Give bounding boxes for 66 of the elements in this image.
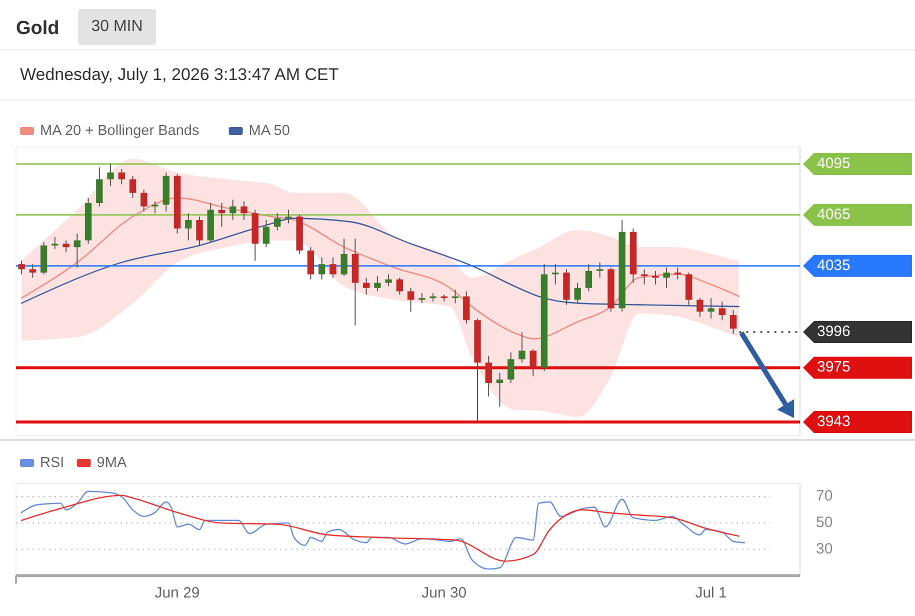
candlestick — [418, 292, 426, 304]
candlestick — [318, 256, 326, 280]
candlestick — [730, 309, 737, 334]
candlestick — [663, 267, 670, 288]
candlestick — [518, 332, 526, 364]
candlestick — [285, 209, 292, 224]
y-tick-label: 50 — [816, 514, 833, 531]
candlestick — [62, 240, 70, 253]
candlestick — [574, 282, 581, 304]
candlestick — [29, 264, 36, 278]
candlestick — [508, 352, 514, 384]
legend-label: MA 20 + Bollinger Bands — [40, 122, 200, 139]
x-tick-label: Jul 1 — [695, 584, 727, 602]
candlestick — [596, 262, 604, 278]
ref-line-label: 4065 — [817, 206, 850, 223]
candlestick — [185, 212, 192, 241]
candlestick — [307, 246, 314, 280]
line-series — [20, 494, 740, 562]
candlestick — [652, 270, 659, 286]
candlestick — [407, 287, 414, 312]
candlestick — [374, 276, 381, 292]
candlestick — [152, 200, 158, 214]
legend-label: 9MA — [96, 454, 127, 471]
chart-title: Gold — [16, 18, 60, 39]
candlestick — [340, 238, 348, 277]
candlestick — [96, 166, 103, 207]
candlestick — [696, 298, 704, 318]
candlestick — [385, 274, 392, 287]
candlestick — [230, 199, 236, 220]
text: 30 MIN — [91, 18, 143, 36]
candlestick — [585, 264, 592, 292]
candlestick — [496, 372, 504, 408]
candlestick — [107, 163, 114, 187]
x-tick-label: Jun 29 — [154, 584, 200, 602]
candlestick — [396, 277, 403, 296]
candlestick — [485, 355, 492, 398]
ref-line-label: 4035 — [817, 256, 850, 274]
candlestick — [674, 267, 682, 280]
candlestick — [262, 220, 270, 248]
candlestick — [129, 175, 136, 198]
candlestick — [118, 168, 125, 185]
candlestick — [463, 290, 470, 324]
candlestick — [196, 216, 203, 246]
line-series — [20, 490, 746, 570]
legend-label: RSI — [40, 454, 64, 471]
candlestick — [718, 300, 726, 321]
ref-line-label: 3996 — [817, 323, 850, 340]
candlestick — [18, 260, 25, 275]
ref-line-label: 3943 — [817, 412, 850, 430]
candlestick — [530, 348, 536, 377]
candlestick — [240, 200, 248, 220]
candlestick — [362, 277, 370, 296]
candlestick — [552, 264, 559, 286]
chart-subtitle: Wednesday, July 1, 2026 3:13:47 AM CET — [20, 65, 339, 84]
candlestick — [140, 188, 148, 212]
candlestick — [52, 236, 58, 250]
x-tick-label: Jun 30 — [422, 584, 467, 602]
y-tick-label: 70 — [816, 488, 833, 505]
ref-line-label: 4095 — [817, 154, 850, 172]
legend-label: MA 50 — [248, 122, 290, 139]
y-tick-label: 30 — [816, 540, 833, 558]
candlestick — [74, 233, 80, 268]
candlestick — [330, 256, 336, 278]
candlestick — [274, 212, 281, 231]
candlestick — [708, 298, 714, 319]
ref-line-label: 3975 — [817, 358, 850, 376]
